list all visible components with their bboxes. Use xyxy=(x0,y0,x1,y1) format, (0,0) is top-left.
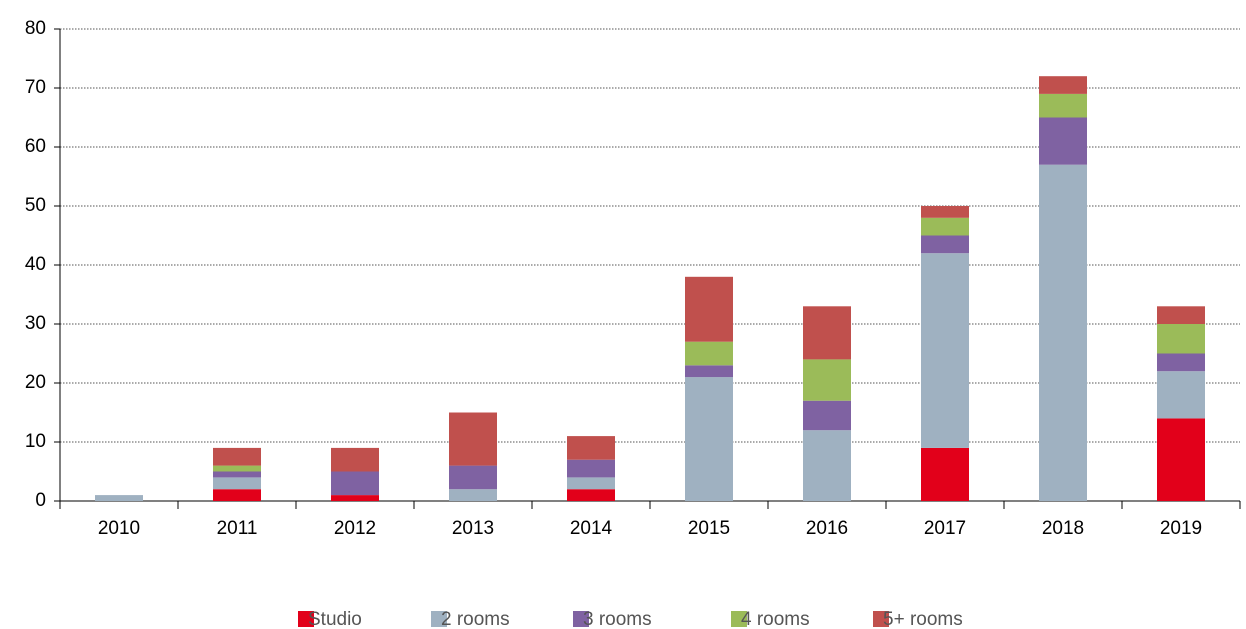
bar-segment xyxy=(213,471,261,478)
legend-swatch xyxy=(573,611,589,627)
y-tick-label: 70 xyxy=(25,77,46,98)
bar-segment xyxy=(449,489,497,501)
y-tick-label: 20 xyxy=(25,372,46,393)
legend-swatch xyxy=(431,611,447,627)
bar-segment xyxy=(1157,418,1205,501)
y-tick-label: 80 xyxy=(25,18,46,39)
bar-segment xyxy=(1039,93,1087,118)
x-tick-label: 2012 xyxy=(334,518,376,539)
x-tick-label: 2016 xyxy=(806,518,848,539)
y-tick-label: 0 xyxy=(35,490,46,511)
bar-segment xyxy=(685,365,733,378)
legend-label: 3 rooms xyxy=(583,609,652,629)
bar-segment xyxy=(685,341,733,366)
x-tick-label: 2014 xyxy=(570,518,613,539)
legend-label: 5+ rooms xyxy=(883,609,963,629)
bar-segment xyxy=(1157,306,1205,324)
bar-segment xyxy=(331,471,379,496)
x-tick-label: 2013 xyxy=(452,518,494,539)
bar-segment xyxy=(921,235,969,254)
bar-segment xyxy=(803,400,851,431)
y-tick-label: 60 xyxy=(25,136,46,157)
bar-segment xyxy=(1039,117,1087,165)
legend-swatch xyxy=(731,611,747,627)
bar-segment xyxy=(803,430,851,501)
legend-label: 4 rooms xyxy=(741,609,810,629)
bar-segment xyxy=(803,359,851,401)
bar-segment xyxy=(213,465,261,472)
bar-segment xyxy=(921,217,969,236)
bar-segment xyxy=(1039,164,1087,501)
bar-segment xyxy=(449,465,497,490)
bar-segment xyxy=(331,495,379,501)
bar-segment xyxy=(213,447,261,466)
legend-swatch xyxy=(873,611,889,627)
bar-segment xyxy=(921,253,969,448)
bar-segment xyxy=(803,306,851,360)
x-tick-label: 2017 xyxy=(924,518,966,539)
y-tick-label: 50 xyxy=(25,195,46,216)
bar-segment xyxy=(921,206,969,218)
bar-segment xyxy=(1157,324,1205,354)
bar-segment xyxy=(685,276,733,342)
x-tick-label: 2018 xyxy=(1042,518,1084,539)
bar-segment xyxy=(567,489,615,501)
bar-segment xyxy=(449,412,497,466)
y-tick-label: 10 xyxy=(25,431,46,452)
x-tick-label: 2011 xyxy=(217,518,258,539)
y-tick-label: 40 xyxy=(25,254,46,275)
bar-segment xyxy=(1157,353,1205,372)
legend-label: 2 rooms xyxy=(441,609,510,629)
bar-segment xyxy=(567,459,615,478)
bar-segment xyxy=(213,489,261,501)
bar-segment xyxy=(567,436,615,460)
bar-segment xyxy=(331,447,379,472)
bar-segment xyxy=(1157,371,1205,419)
bar-segment xyxy=(95,495,143,501)
x-tick-label: 2015 xyxy=(688,518,730,539)
y-tick-label: 30 xyxy=(25,313,46,334)
legend-swatch xyxy=(298,611,314,627)
x-tick-label: 2019 xyxy=(1160,518,1202,539)
bar-segment xyxy=(685,377,733,501)
legend-label: Studio xyxy=(308,609,362,629)
bar-segment xyxy=(567,477,615,490)
bar-segment xyxy=(1039,76,1087,94)
bar-segment xyxy=(921,447,969,501)
x-tick-label: 2010 xyxy=(98,518,140,539)
bar-segment xyxy=(213,477,261,490)
